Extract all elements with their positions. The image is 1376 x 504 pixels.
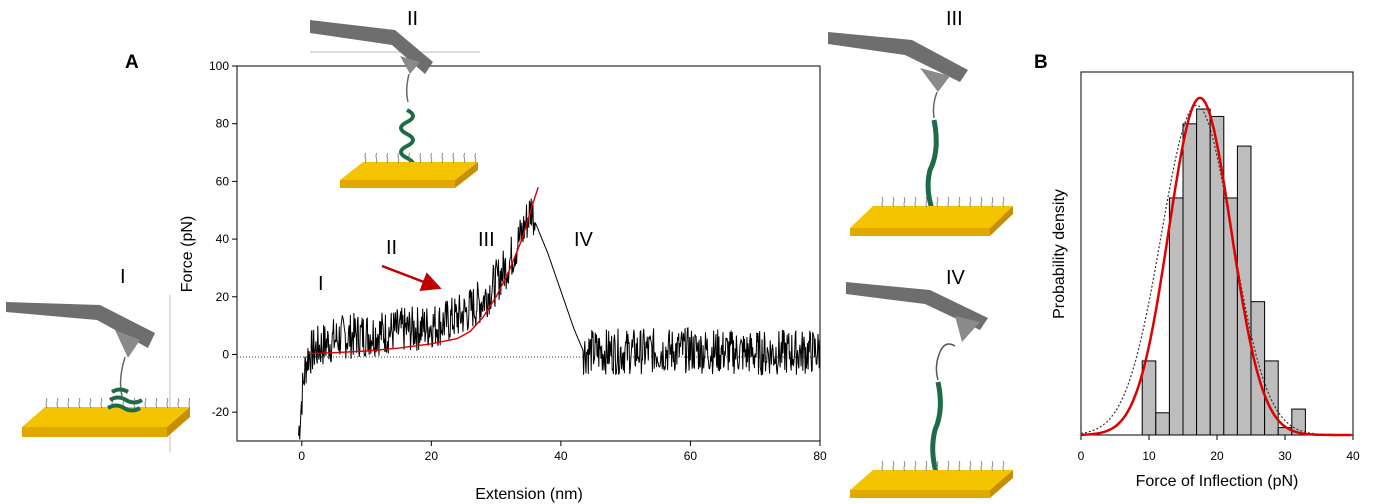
force-extension-chart: 0 20 40 60 80 -20 0 20 40 60 80 100 I II III IV Ex… (179, 59, 827, 503)
x-tick-label: 20 (1210, 449, 1224, 463)
panel-letter-a: A (125, 52, 139, 73)
histogram-bar (1236, 145, 1252, 436)
y-tick-label: -20 (212, 405, 230, 419)
y-tick-label: 20 (216, 290, 230, 304)
x-tick-label: 0 (298, 449, 305, 463)
x-axis-title: Force of Inflection (pN) (1136, 473, 1299, 490)
histogram-bar (1250, 301, 1266, 436)
histogram-bar (1168, 197, 1184, 436)
y-tick-label: 40 (216, 232, 230, 246)
fit-curve (308, 186, 539, 355)
histogram-bar (1291, 408, 1306, 436)
y-tick-label: 80 (216, 117, 230, 131)
histogram-bars (1141, 108, 1306, 436)
x-axis-ticks: 0 20 40 60 80 (298, 441, 827, 463)
x-tick-label: 40 (554, 449, 568, 463)
y-axis-title: Probability density (1051, 189, 1068, 319)
annotation-arrow (381, 264, 442, 291)
trace-label-ii: II (386, 237, 397, 259)
cantilever (846, 282, 988, 330)
inset-label-ii: II (407, 8, 418, 30)
substrate (850, 470, 1013, 490)
protein-helix (106, 387, 144, 413)
y-tick-label: 60 (216, 174, 230, 188)
x-axis-title: Extension (nm) (475, 486, 583, 503)
x-tick-label: 30 (1278, 449, 1292, 463)
y-axis-ticks: -20 0 20 40 60 80 100 (209, 59, 237, 419)
afm-schematic-stage-iii: III (828, 8, 1013, 236)
gaussian-fit-curve (1080, 96, 1352, 437)
substrate (340, 162, 478, 180)
y-tick-label: 100 (209, 59, 229, 73)
substrate (850, 206, 1013, 228)
plot-frame (236, 65, 821, 442)
x-tick-label: 80 (813, 449, 827, 463)
y-axis-title: Force (pN) (179, 216, 196, 292)
afm-schematic-stage-ii: II (310, 8, 480, 188)
afm-schematic-stage-i: I (6, 266, 190, 452)
histogram-bar (1182, 123, 1198, 436)
substrate (22, 407, 190, 427)
histogram-chart: 0 10 20 30 40 Force of Inflection (pN) Proba… (1051, 71, 1360, 490)
inset-label-iii: III (946, 8, 963, 30)
cantilever (310, 20, 433, 74)
cantilever (828, 32, 968, 82)
force-trace-line (298, 198, 821, 440)
x-tick-label: 20 (425, 449, 439, 463)
histogram-bar (1155, 412, 1170, 436)
afm-schematic-stage-iv: IV (846, 267, 1013, 498)
histogram-bar (1196, 108, 1211, 436)
trace-label-i: I (318, 273, 324, 295)
y-tick-label: 0 (222, 347, 229, 361)
x-tick-label: 40 (1346, 449, 1360, 463)
x-tick-label: 60 (684, 449, 698, 463)
x-tick-label: 10 (1142, 449, 1156, 463)
inset-label-iv: IV (946, 267, 966, 289)
x-tick-label: 0 (1078, 449, 1085, 463)
x-axis-ticks: 0 10 20 30 40 (1078, 435, 1360, 463)
protein-stretched (930, 381, 943, 473)
cantilever (6, 302, 155, 348)
trace-label-iv: IV (574, 229, 594, 251)
panel-letter-b: B (1034, 52, 1048, 73)
histogram-bar (1141, 360, 1157, 436)
trace-label-iii: III (478, 229, 495, 251)
inset-label-i: I (120, 266, 126, 288)
